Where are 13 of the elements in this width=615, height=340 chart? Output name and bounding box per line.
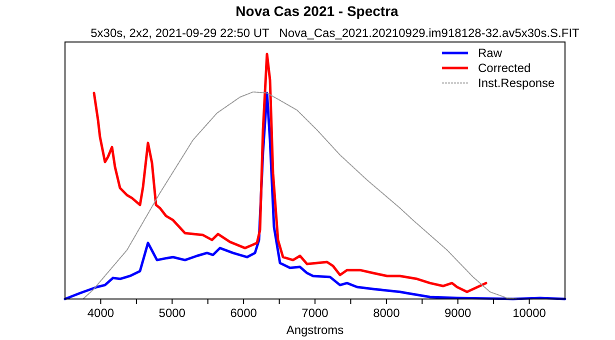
legend-label: Corrected (478, 61, 531, 75)
legend-label: Raw (478, 46, 502, 60)
legend-label: Inst.Response (478, 76, 556, 90)
x-tick-label: 7000 (302, 306, 329, 320)
x-tick-label: 5000 (158, 306, 186, 320)
chart-subtitle: 5x30s, 2x2, 2021-09-29 22:50 UT Nova_Cas_2021.20210929.im918128-32.av5x30s.S.FIT (90, 26, 580, 40)
x-tick-label: 8000 (373, 306, 400, 320)
x-tick-label: 6000 (230, 306, 258, 320)
chart-title: Nova Cas 2021 - Spectra (236, 3, 399, 19)
x-axis-title: Angstroms (286, 323, 344, 337)
x-tick-label: 10000 (512, 306, 546, 320)
x-tick-label: 9000 (444, 306, 472, 320)
x-tick-label: 4000 (87, 306, 114, 320)
